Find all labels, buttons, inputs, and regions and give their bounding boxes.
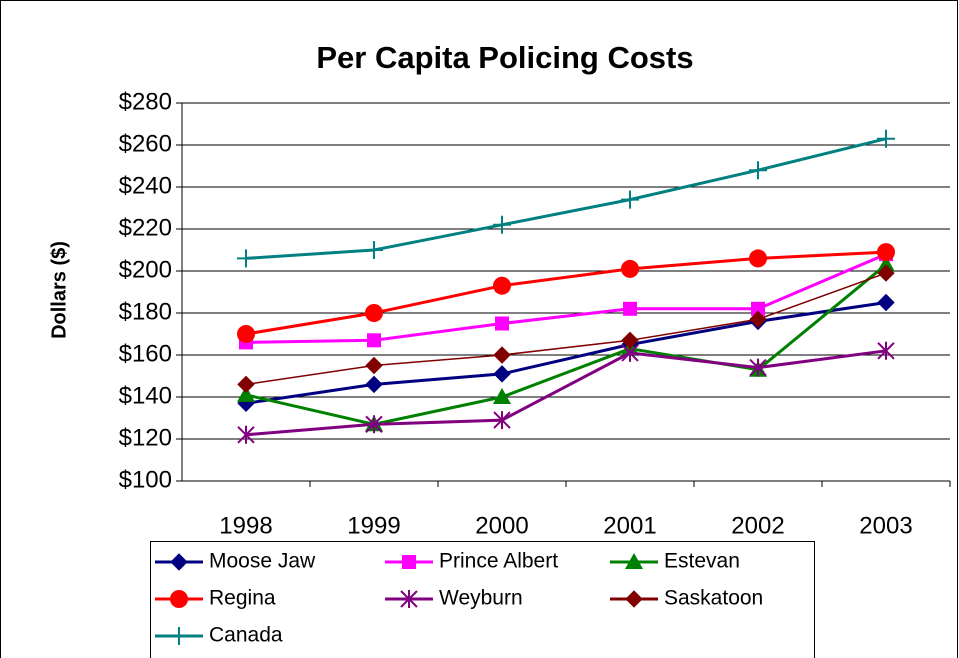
marker: [621, 190, 639, 209]
marker: [237, 325, 255, 343]
y-tick-label: $260: [119, 130, 172, 157]
y-tick-label: $280: [119, 88, 172, 115]
marker: [749, 358, 767, 377]
series-line: [245, 137, 887, 260]
legend-box: [150, 541, 815, 658]
marker: [623, 301, 637, 316]
y-tick-label: $160: [119, 340, 172, 367]
marker: [237, 249, 255, 268]
marker: [749, 310, 767, 329]
legend-marker: [402, 555, 416, 569]
marker: [751, 301, 765, 316]
legend-label: Weyburn: [439, 587, 523, 610]
x-tick-label: 1998: [219, 512, 272, 539]
marker: [621, 331, 639, 350]
marker: [877, 255, 895, 272]
marker: [493, 411, 511, 430]
marker: [877, 264, 895, 282]
y-tick-label: $240: [119, 172, 172, 199]
series-line: [245, 349, 887, 437]
marker: [237, 425, 255, 444]
marker: [877, 243, 895, 262]
marker: [749, 249, 767, 268]
y-tick-label: $140: [119, 382, 172, 409]
marker: [365, 241, 383, 259]
x-tick-label: 2003: [859, 512, 912, 539]
series-line: [245, 301, 887, 405]
marker: [493, 365, 511, 383]
marker: [493, 276, 511, 295]
marker: [495, 316, 509, 331]
legend-marker: [170, 590, 188, 608]
marker: [237, 375, 255, 394]
marker: [493, 215, 511, 234]
series-line: [245, 252, 887, 344]
legend-label: Saskatoon: [664, 587, 763, 610]
legend-label: Regina: [209, 587, 276, 610]
y-axis-label: Dollars ($): [48, 241, 70, 339]
marker: [365, 304, 383, 322]
marker: [365, 415, 383, 434]
y-tick-label: $220: [119, 214, 172, 241]
chart-title: Per Capita Policing Costs: [316, 40, 693, 75]
y-tick-label: $180: [119, 298, 172, 325]
legend-marker: [625, 553, 643, 569]
marker: [877, 293, 895, 312]
legend-label: Canada: [209, 624, 283, 647]
legend-label: Moose Jaw: [209, 550, 316, 573]
legend-marker: [170, 627, 188, 645]
legend-marker: [400, 590, 418, 608]
series-line: [245, 272, 887, 386]
marker: [237, 385, 255, 402]
marker: [493, 346, 511, 364]
x-tick-label: 1999: [347, 512, 400, 539]
series-line: [245, 263, 887, 426]
marker: [621, 259, 639, 278]
x-tick-label: 2000: [475, 512, 528, 539]
marker: [877, 341, 895, 360]
legend-marker: [170, 553, 188, 571]
marker: [365, 375, 383, 394]
x-tick-label: 2002: [731, 512, 784, 539]
marker: [877, 129, 895, 148]
marker: [749, 161, 767, 180]
legend-label: Estevan: [664, 550, 740, 573]
marker: [493, 388, 511, 404]
series-line: [245, 250, 887, 336]
marker: [365, 356, 383, 375]
x-tick-label: 2001: [603, 512, 656, 539]
legend-label: Prince Albert: [439, 550, 558, 573]
marker: [367, 333, 381, 348]
y-tick-label: $120: [119, 424, 172, 451]
legend-marker: [625, 590, 643, 608]
y-tick-label: $100: [119, 466, 172, 493]
y-tick-label: $200: [119, 256, 172, 283]
